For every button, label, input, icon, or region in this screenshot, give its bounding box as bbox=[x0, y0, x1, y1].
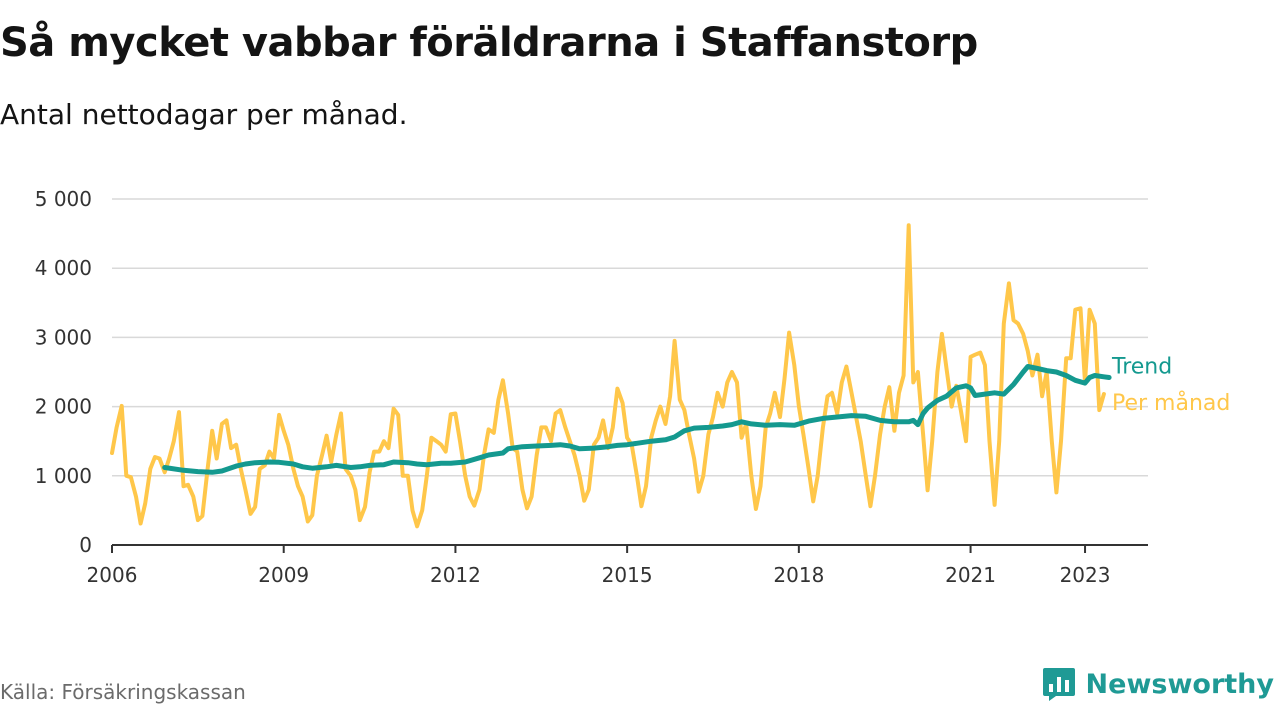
chart-title: Så mycket vabbar föräldrarna i Staffanst… bbox=[0, 20, 978, 66]
brand-name: Newsworthy bbox=[1085, 668, 1274, 700]
y-tick-label: 0 bbox=[79, 533, 92, 557]
y-tick-label: 3 000 bbox=[35, 325, 92, 349]
x-tick-label: 2021 bbox=[945, 563, 996, 587]
series-line-per-manad bbox=[110, 223, 1106, 529]
x-tick-label: 2015 bbox=[602, 563, 653, 587]
series-label-trend: Trend bbox=[1111, 355, 1172, 380]
series-lines bbox=[110, 223, 1112, 529]
x-tick-label: 2009 bbox=[258, 563, 309, 587]
x-tick-label: 2018 bbox=[773, 563, 824, 587]
x-tick-label: 2023 bbox=[1060, 563, 1111, 587]
x-axis: 2006 2009 2012 2015 2018 2021 2023 bbox=[87, 544, 1148, 587]
y-axis-ticks: 0 1 000 2 000 3 000 4 000 5 000 bbox=[35, 187, 92, 557]
grid-lines bbox=[112, 198, 1148, 477]
y-tick-label: 5 000 bbox=[35, 187, 92, 211]
brand-logo: Newsworthy bbox=[1042, 666, 1274, 702]
series-line-trend bbox=[162, 364, 1112, 475]
x-tick-label: 2006 bbox=[87, 563, 138, 587]
y-tick-label: 4 000 bbox=[35, 256, 92, 280]
source-note: Källa: Försäkringskassan bbox=[0, 680, 246, 704]
y-tick-label: 2 000 bbox=[35, 395, 92, 419]
series-label-per-manad: Per månad bbox=[1112, 390, 1230, 416]
series-labels: Per månad Trend bbox=[1111, 355, 1230, 417]
x-tick-label: 2012 bbox=[430, 563, 481, 587]
y-tick-label: 1 000 bbox=[35, 464, 92, 488]
chart-subtitle: Antal nettodagar per månad. bbox=[0, 98, 408, 131]
bar-chart-speech-icon bbox=[1042, 668, 1075, 701]
